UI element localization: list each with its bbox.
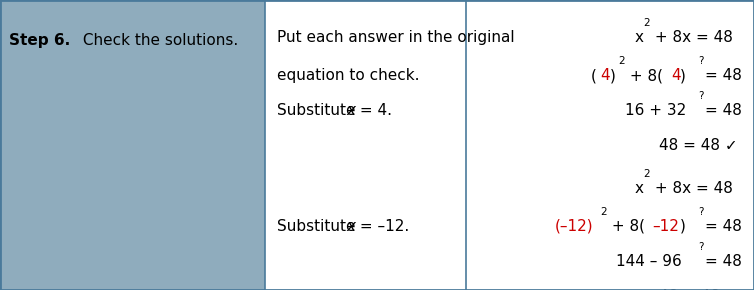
Text: = 48: = 48 — [704, 103, 741, 118]
Text: + 8(: + 8( — [607, 219, 645, 234]
Text: ?: ? — [698, 56, 703, 66]
Text: ?: ? — [698, 242, 703, 251]
Text: 2: 2 — [643, 18, 650, 28]
Text: Step 6.: Step 6. — [9, 33, 70, 48]
Text: 4: 4 — [600, 68, 610, 83]
Text: 2: 2 — [643, 169, 650, 179]
Text: 2: 2 — [619, 56, 625, 66]
Text: 48 = 48 ✓: 48 = 48 ✓ — [659, 138, 737, 153]
Text: + 8x = 48: + 8x = 48 — [649, 181, 732, 196]
Text: x: x — [346, 103, 355, 118]
Text: ): ) — [680, 68, 691, 83]
Text: (–12): (–12) — [554, 219, 593, 234]
Text: = 48: = 48 — [704, 68, 741, 83]
Text: ?: ? — [698, 207, 703, 217]
Text: x: x — [634, 30, 643, 46]
Text: + 8(: + 8( — [625, 68, 663, 83]
Text: = 48: = 48 — [704, 219, 741, 234]
Text: 48 = 48 ✓: 48 = 48 ✓ — [659, 289, 737, 290]
Text: x: x — [634, 181, 643, 196]
Text: 2: 2 — [600, 207, 607, 217]
Text: ): ) — [680, 219, 691, 234]
Text: = –12.: = –12. — [355, 219, 409, 234]
Text: ): ) — [609, 68, 615, 83]
Text: ?: ? — [698, 91, 703, 101]
Text: equation to check.: equation to check. — [277, 68, 420, 83]
Text: 4: 4 — [671, 68, 680, 83]
Text: (: ( — [591, 68, 597, 83]
Text: Check the solutions.: Check the solutions. — [78, 33, 239, 48]
Text: Put each answer in the original: Put each answer in the original — [277, 30, 515, 46]
Text: x: x — [346, 219, 355, 234]
Text: = 48: = 48 — [704, 254, 741, 269]
Text: 16 + 32: 16 + 32 — [625, 103, 691, 118]
Text: = 4.: = 4. — [355, 103, 392, 118]
Text: Substitute: Substitute — [277, 219, 361, 234]
Bar — [0, 0, 265, 290]
Text: –12: –12 — [652, 219, 679, 234]
Text: 144 – 96: 144 – 96 — [616, 254, 686, 269]
Text: + 8x = 48: + 8x = 48 — [649, 30, 732, 46]
Text: Substitute: Substitute — [277, 103, 361, 118]
